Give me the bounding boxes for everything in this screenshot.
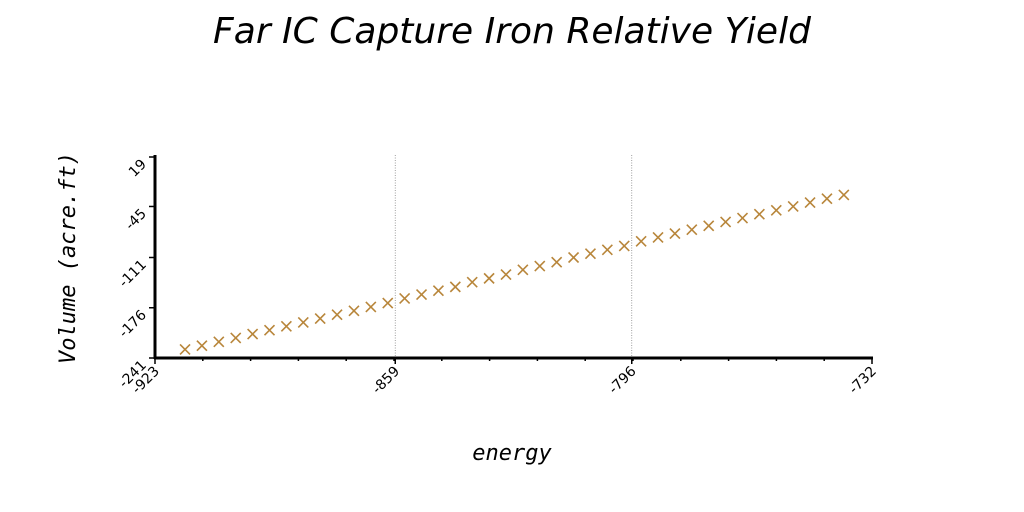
data-point: [297, 316, 309, 329]
y-tick-label: -45: [122, 206, 149, 233]
data-point: [720, 216, 732, 228]
y-tick-label: -176: [116, 307, 150, 341]
data-point: [415, 289, 428, 301]
data-point: [753, 208, 765, 220]
data-point: [348, 305, 360, 317]
data-point: [567, 251, 580, 264]
data-point: [635, 235, 647, 247]
data-point: [821, 193, 833, 205]
data-point: [770, 204, 782, 216]
data-point: [736, 212, 749, 224]
data-point: [551, 256, 563, 268]
data-point: [196, 340, 208, 352]
data-point: [263, 324, 276, 336]
data-point: [517, 264, 529, 276]
data-point: [382, 297, 394, 309]
data-points: [179, 189, 850, 356]
data-point: [787, 200, 799, 213]
data-point: [838, 189, 850, 201]
x-ticks: -923 -859 -796 -732: [129, 358, 880, 397]
chart-title: Far IC Capture Iron Relative Yield: [213, 11, 812, 52]
data-point: [601, 244, 613, 256]
data-point: [314, 313, 326, 325]
data-point: [280, 320, 292, 332]
data-point: [703, 220, 715, 232]
axes: [153, 155, 873, 360]
x-tick-label: -796: [606, 363, 640, 397]
data-point: [179, 343, 191, 356]
x-axis-label: energy: [472, 441, 552, 466]
data-point: [230, 332, 242, 344]
data-point: [804, 197, 816, 209]
data-point: [466, 276, 478, 288]
x-tick-label: -732: [846, 364, 880, 398]
data-point: [432, 285, 444, 297]
data-point: [652, 231, 664, 243]
data-point: [331, 309, 343, 321]
y-axis-label: Volume (acre.ft): [56, 152, 81, 364]
data-point: [500, 268, 512, 281]
grid-lines: [394, 155, 633, 358]
data-point: [365, 301, 377, 313]
data-point: [686, 224, 698, 236]
data-point: [213, 336, 225, 348]
y-tick-label: 19: [126, 157, 150, 181]
y-tick-label: -111: [116, 257, 150, 291]
data-point: [247, 328, 259, 340]
data-point: [618, 240, 630, 252]
data-point: [483, 272, 495, 284]
data-point: [399, 292, 411, 305]
x-tick-label: -859: [369, 364, 403, 398]
data-point: [449, 281, 461, 293]
data-point: [669, 227, 681, 240]
data-point: [534, 260, 546, 272]
data-point: [584, 248, 597, 260]
